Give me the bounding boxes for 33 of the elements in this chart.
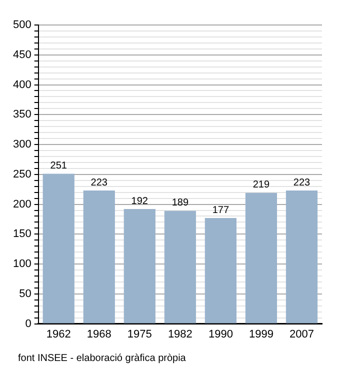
x-tick-label: 1990 (208, 328, 233, 340)
bar (286, 190, 318, 324)
y-tick-label: 50 (19, 288, 32, 300)
y-tick-label: 350 (12, 108, 32, 121)
bar (124, 209, 156, 324)
x-tick-label: 2007 (289, 328, 314, 340)
bar (204, 218, 236, 324)
data-label: 219 (252, 180, 270, 191)
x-tick-label: 1999 (248, 328, 274, 340)
y-tick-label: 200 (12, 198, 32, 210)
y-tick-label: 300 (12, 138, 32, 151)
y-tick-label: 0 (25, 318, 32, 330)
bar (83, 190, 115, 324)
y-tick-label: 400 (12, 78, 32, 91)
data-label: 192 (131, 196, 148, 207)
data-label: 251 (50, 160, 68, 172)
y-tick-label: 250 (12, 168, 32, 180)
data-label: 223 (90, 177, 108, 188)
x-tick-label: 1962 (46, 328, 71, 340)
bar (42, 174, 74, 324)
x-tick-label: 1975 (127, 328, 152, 340)
data-label: 189 (172, 198, 189, 209)
y-tick-label: 500 (12, 19, 32, 32)
bar (164, 210, 196, 324)
data-label: 223 (293, 177, 311, 188)
bar (245, 192, 278, 324)
y-tick-label: 100 (12, 258, 32, 270)
y-tick-label: 450 (12, 48, 32, 61)
x-tick-label: 1982 (168, 328, 192, 340)
text: font INSEE - elaboració gràfica pròpia (18, 353, 186, 364)
data-label: 177 (212, 204, 230, 216)
y-tick-label: 150 (12, 228, 32, 240)
x-tick-label: 1968 (86, 328, 112, 340)
